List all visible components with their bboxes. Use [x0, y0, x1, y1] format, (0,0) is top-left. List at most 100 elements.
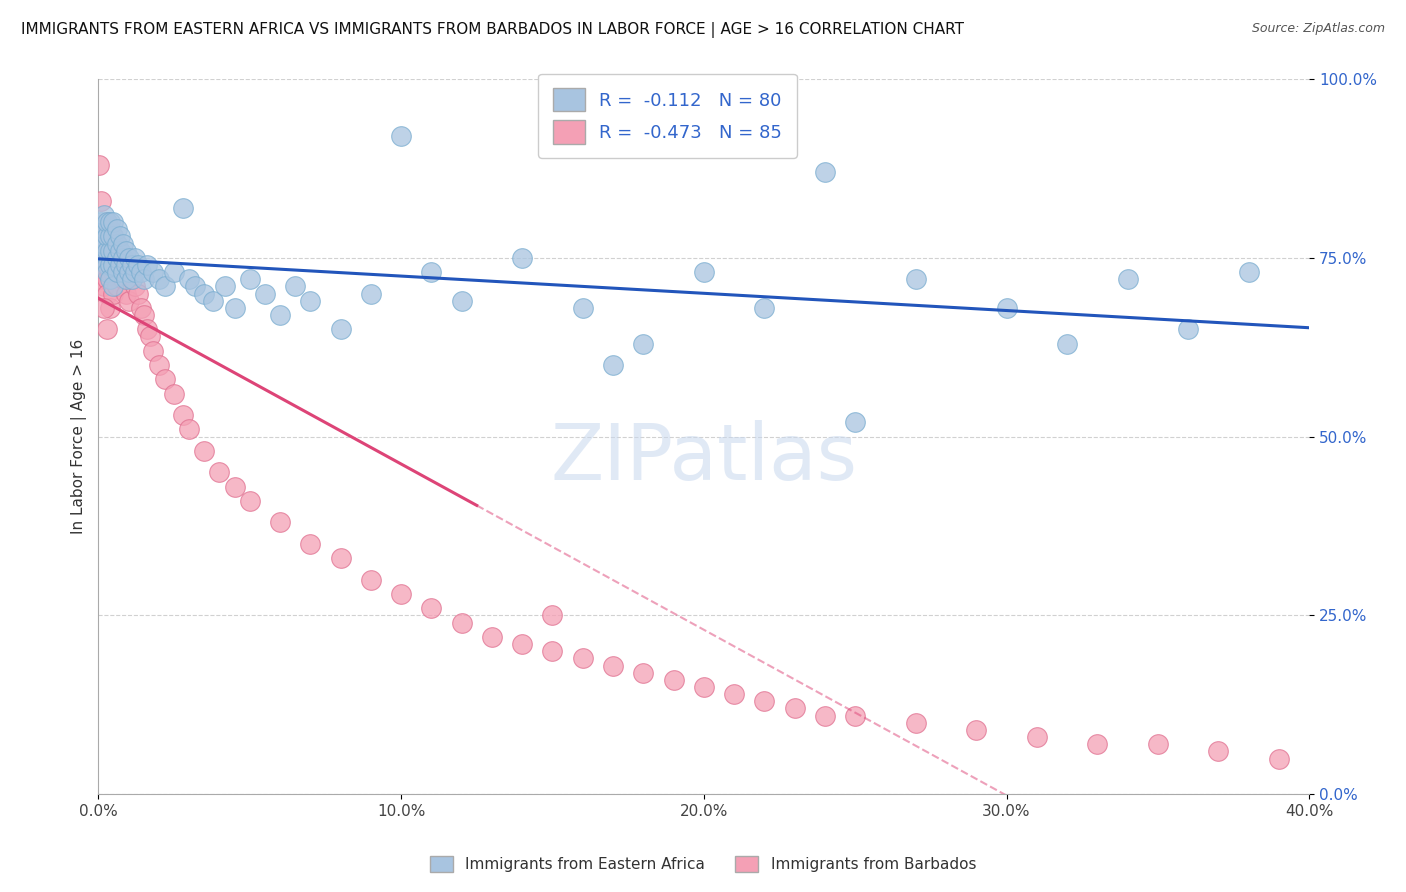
Point — [129, 265, 152, 279]
Point — [541, 644, 564, 658]
Text: IMMIGRANTS FROM EASTERN AFRICA VS IMMIGRANTS FROM BARBADOS IN LABOR FORCE | AGE : IMMIGRANTS FROM EASTERN AFRICA VS IMMIGR… — [21, 22, 965, 38]
Point — [103, 215, 125, 229]
Point — [224, 301, 246, 315]
Point — [814, 708, 837, 723]
Point — [844, 415, 866, 429]
Point — [100, 244, 122, 258]
Point — [1056, 336, 1078, 351]
Point — [93, 279, 115, 293]
Point — [111, 272, 134, 286]
Point — [105, 222, 128, 236]
Point — [693, 680, 716, 694]
Point — [129, 301, 152, 315]
Point — [108, 265, 131, 279]
Point — [127, 258, 149, 272]
Point — [103, 229, 125, 244]
Point — [132, 308, 155, 322]
Point — [420, 265, 443, 279]
Point — [103, 286, 125, 301]
Point — [754, 694, 776, 708]
Point — [96, 215, 118, 229]
Point — [96, 322, 118, 336]
Point — [90, 272, 112, 286]
Point — [148, 272, 170, 286]
Point — [96, 229, 118, 244]
Point — [723, 687, 745, 701]
Legend: R =  -0.112   N = 80, R =  -0.473   N = 85: R = -0.112 N = 80, R = -0.473 N = 85 — [538, 74, 797, 158]
Point — [90, 229, 112, 244]
Point — [105, 265, 128, 279]
Point — [965, 723, 987, 737]
Point — [510, 637, 533, 651]
Point — [96, 258, 118, 272]
Point — [132, 272, 155, 286]
Point — [693, 265, 716, 279]
Point — [631, 665, 654, 680]
Point — [103, 244, 125, 258]
Point — [783, 701, 806, 715]
Point — [90, 244, 112, 258]
Point — [450, 293, 472, 308]
Point — [93, 251, 115, 265]
Point — [510, 251, 533, 265]
Point — [105, 258, 128, 272]
Point — [844, 708, 866, 723]
Point — [114, 258, 136, 272]
Point — [100, 301, 122, 315]
Point — [100, 265, 122, 279]
Point — [193, 286, 215, 301]
Point — [239, 494, 262, 508]
Point — [111, 265, 134, 279]
Point — [111, 251, 134, 265]
Point — [814, 165, 837, 179]
Point — [121, 272, 143, 286]
Point — [100, 251, 122, 265]
Point — [299, 537, 322, 551]
Point — [662, 673, 685, 687]
Point — [121, 258, 143, 272]
Point — [1177, 322, 1199, 336]
Point — [93, 236, 115, 251]
Point — [96, 215, 118, 229]
Point — [631, 336, 654, 351]
Point — [142, 265, 165, 279]
Point — [284, 279, 307, 293]
Point — [103, 244, 125, 258]
Point — [139, 329, 162, 343]
Point — [93, 265, 115, 279]
Legend: Immigrants from Eastern Africa, Immigrants from Barbados: Immigrants from Eastern Africa, Immigran… — [422, 848, 984, 880]
Point — [114, 272, 136, 286]
Point — [96, 286, 118, 301]
Y-axis label: In Labor Force | Age > 16: In Labor Force | Age > 16 — [72, 339, 87, 534]
Point — [103, 265, 125, 279]
Point — [105, 251, 128, 265]
Point — [108, 229, 131, 244]
Point — [93, 236, 115, 251]
Point — [100, 229, 122, 244]
Point — [96, 258, 118, 272]
Point — [100, 222, 122, 236]
Point — [208, 466, 231, 480]
Point — [571, 651, 593, 665]
Point — [360, 573, 382, 587]
Point — [117, 293, 139, 308]
Point — [105, 236, 128, 251]
Point — [90, 194, 112, 208]
Point — [89, 236, 111, 251]
Point — [100, 215, 122, 229]
Point — [299, 293, 322, 308]
Point — [904, 272, 927, 286]
Point — [1085, 737, 1108, 751]
Text: Source: ZipAtlas.com: Source: ZipAtlas.com — [1251, 22, 1385, 36]
Point — [96, 265, 118, 279]
Point — [1025, 730, 1047, 744]
Point — [90, 229, 112, 244]
Point — [224, 480, 246, 494]
Point — [124, 279, 146, 293]
Point — [239, 272, 262, 286]
Point — [96, 244, 118, 258]
Point — [114, 244, 136, 258]
Point — [995, 301, 1018, 315]
Point — [329, 322, 352, 336]
Point — [172, 201, 194, 215]
